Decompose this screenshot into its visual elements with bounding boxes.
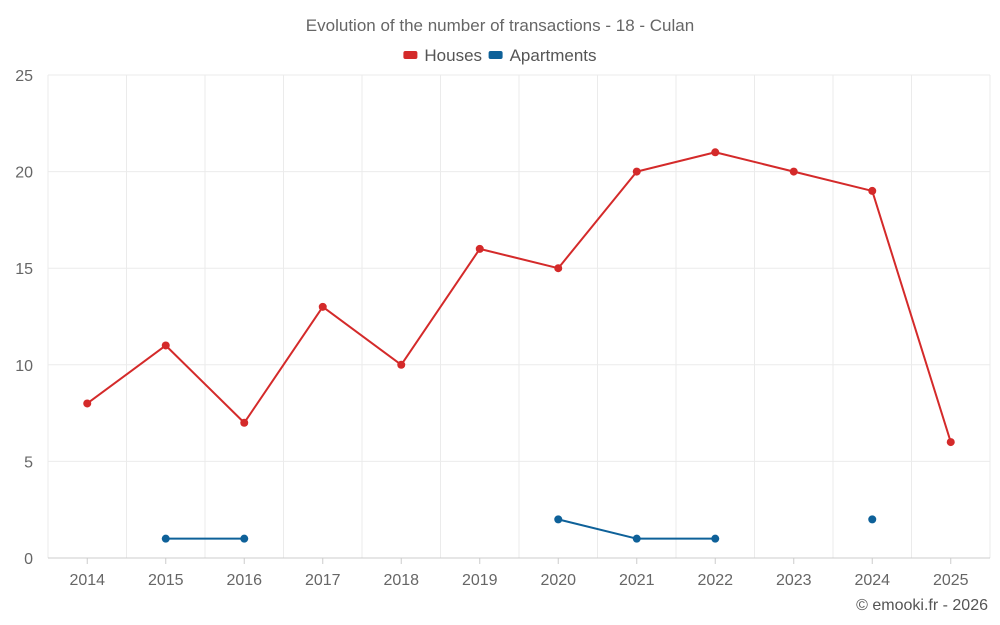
legend-item-apartments[interactable]: Apartments [488,46,597,65]
grid [47,74,991,564]
data-point[interactable] [946,438,955,447]
series-apartments [161,515,877,543]
x-tick-label: 2015 [148,572,184,589]
x-tick-label: 2023 [776,572,812,589]
data-point[interactable] [711,148,720,157]
data-point[interactable] [161,534,170,543]
x-tick-label: 2021 [619,572,655,589]
legend-label: Houses [424,46,482,65]
series-layer [83,148,955,543]
x-axis-ticks: 2014 2015 2016 2017 2018 2019 2020 2021 2022 2023… [69,572,968,589]
data-point[interactable] [711,534,720,543]
x-tick-label: 2016 [226,572,262,589]
data-point[interactable] [632,167,641,176]
data-point[interactable] [789,167,798,176]
x-tick-label: 2019 [462,572,498,589]
data-point[interactable] [318,302,327,311]
data-point[interactable] [83,399,92,408]
chart-title: Evolution of the number of transactions … [306,16,694,35]
y-axis-ticks: 0 5 10 15 20 25 [15,68,33,568]
chart-credit: © emooki.fr - 2026 [856,597,988,614]
x-tick-label: 2025 [933,572,969,589]
data-point[interactable] [161,341,170,350]
legend: Houses Apartments [403,46,597,65]
y-tick-label: 15 [15,261,33,278]
x-tick-label: 2014 [69,572,105,589]
data-point[interactable] [868,515,877,524]
legend-label: Apartments [510,46,597,65]
x-tick-label: 2020 [540,572,576,589]
legend-swatch [488,51,503,59]
y-tick-label: 25 [15,68,33,85]
legend-item-houses[interactable]: Houses [403,46,482,65]
data-point[interactable] [240,534,249,543]
data-point[interactable] [240,418,249,427]
y-tick-label: 20 [15,165,33,182]
data-point[interactable] [632,534,641,543]
data-point[interactable] [554,515,563,524]
legend-swatch [403,51,418,59]
x-tick-label: 2017 [305,572,341,589]
series-line [86,151,952,443]
data-point[interactable] [397,360,406,369]
series-houses [83,148,955,447]
x-tick-label: 2024 [854,572,890,589]
y-tick-label: 10 [15,358,33,375]
data-point[interactable] [554,264,563,273]
data-point[interactable] [868,186,877,195]
data-point[interactable] [475,244,484,253]
y-tick-label: 0 [24,551,33,568]
x-tick-label: 2022 [697,572,733,589]
x-tick-label: 2018 [383,572,419,589]
y-tick-label: 5 [24,454,33,471]
